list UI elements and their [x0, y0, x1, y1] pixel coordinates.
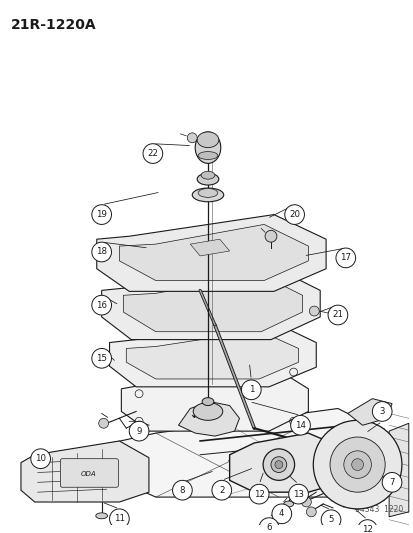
Polygon shape: [121, 364, 308, 431]
Text: 9: 9: [136, 426, 141, 435]
Text: 17: 17: [339, 253, 351, 262]
Text: 7: 7: [388, 478, 394, 487]
Circle shape: [172, 480, 192, 500]
Text: 6: 6: [266, 523, 271, 532]
Circle shape: [343, 451, 370, 479]
Circle shape: [357, 520, 376, 533]
Text: 14: 14: [294, 421, 305, 430]
FancyBboxPatch shape: [60, 459, 118, 487]
Circle shape: [31, 449, 50, 469]
Text: 19: 19: [96, 210, 107, 219]
Circle shape: [290, 415, 310, 435]
Circle shape: [92, 242, 111, 262]
Text: 16: 16: [96, 301, 107, 310]
Polygon shape: [97, 215, 325, 292]
Polygon shape: [102, 266, 319, 340]
Circle shape: [92, 295, 111, 315]
Text: 13: 13: [292, 490, 303, 499]
Text: 12: 12: [253, 490, 264, 499]
Polygon shape: [190, 239, 229, 256]
Circle shape: [264, 230, 276, 242]
Circle shape: [129, 421, 149, 441]
Text: 94343  1220: 94343 1220: [354, 505, 402, 514]
Text: 4: 4: [278, 510, 284, 518]
Circle shape: [274, 461, 282, 469]
Ellipse shape: [198, 151, 217, 159]
Text: 12: 12: [361, 525, 372, 533]
Circle shape: [381, 472, 401, 492]
Circle shape: [327, 305, 347, 325]
Circle shape: [142, 144, 162, 164]
Ellipse shape: [198, 189, 217, 197]
Circle shape: [263, 449, 294, 480]
Text: 21R-1220A: 21R-1220A: [11, 18, 97, 32]
Circle shape: [329, 437, 384, 492]
Circle shape: [351, 459, 363, 471]
Text: ⇊: ⇊: [190, 408, 200, 422]
Circle shape: [249, 484, 268, 504]
Circle shape: [309, 306, 318, 316]
Text: 3: 3: [379, 407, 384, 416]
Circle shape: [313, 421, 401, 509]
Circle shape: [335, 248, 355, 268]
Circle shape: [306, 507, 316, 517]
Circle shape: [320, 510, 340, 530]
Text: ODA: ODA: [81, 472, 97, 478]
Ellipse shape: [193, 402, 222, 421]
Circle shape: [241, 380, 261, 400]
Polygon shape: [109, 320, 316, 387]
Text: 22: 22: [147, 149, 158, 158]
Circle shape: [271, 504, 291, 523]
Polygon shape: [347, 399, 391, 425]
Text: 15: 15: [96, 354, 107, 363]
Polygon shape: [111, 408, 396, 497]
Circle shape: [98, 418, 108, 428]
Polygon shape: [21, 441, 149, 502]
Text: 10: 10: [35, 454, 46, 463]
Polygon shape: [119, 224, 308, 280]
Circle shape: [211, 480, 231, 500]
Circle shape: [301, 497, 311, 507]
Ellipse shape: [197, 132, 218, 148]
Text: 1: 1: [248, 385, 254, 394]
Polygon shape: [123, 274, 302, 332]
Ellipse shape: [201, 171, 214, 179]
Text: 20: 20: [288, 210, 299, 219]
Text: 21: 21: [332, 311, 343, 319]
Circle shape: [284, 205, 304, 224]
Circle shape: [92, 205, 111, 224]
Ellipse shape: [95, 513, 107, 519]
Polygon shape: [388, 423, 408, 517]
Ellipse shape: [195, 132, 220, 164]
Ellipse shape: [192, 188, 223, 202]
Text: 5: 5: [328, 515, 333, 524]
Polygon shape: [126, 331, 298, 379]
Circle shape: [371, 401, 391, 421]
Ellipse shape: [283, 501, 293, 507]
Text: 11: 11: [114, 514, 125, 523]
Circle shape: [259, 518, 278, 533]
Circle shape: [288, 484, 308, 504]
Text: 18: 18: [96, 247, 107, 256]
Polygon shape: [229, 433, 342, 492]
Circle shape: [271, 457, 286, 472]
Circle shape: [187, 133, 197, 143]
Polygon shape: [178, 401, 239, 436]
Ellipse shape: [197, 173, 218, 185]
Ellipse shape: [202, 398, 214, 406]
Text: 8: 8: [179, 486, 185, 495]
Circle shape: [109, 509, 129, 529]
Text: 2: 2: [218, 486, 224, 495]
Circle shape: [92, 349, 111, 368]
